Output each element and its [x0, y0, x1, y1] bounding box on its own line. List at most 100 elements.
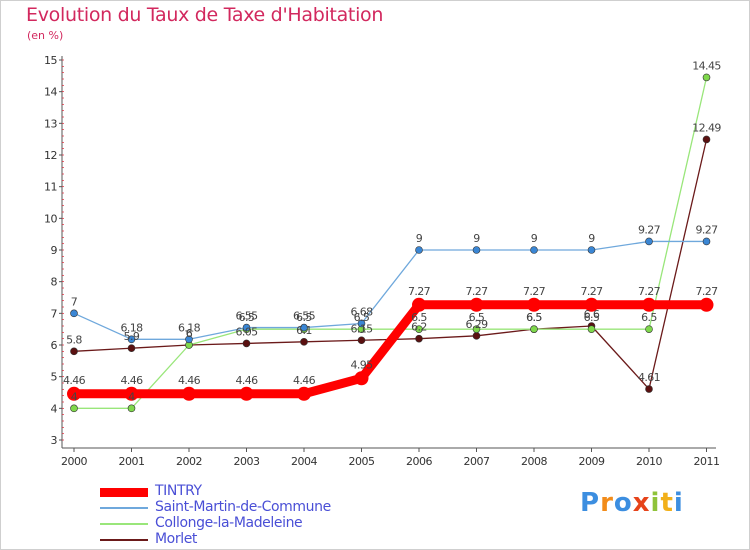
series-line-1 — [73, 240, 708, 340]
y-tick-label: 9 — [51, 244, 58, 257]
x-tick-label: 2000 — [61, 455, 87, 468]
y-tick-label: 3 — [51, 434, 58, 447]
data-label: 6.18 — [178, 321, 201, 334]
legend-label-saint-martin: Saint-Martin-de-Commune — [155, 499, 331, 515]
data-point — [642, 297, 656, 312]
x-tick-label: 2006 — [406, 455, 432, 468]
y-tick-label: 8 — [51, 276, 58, 289]
y-tick-label: 15 — [44, 54, 57, 67]
data-labels: 5.8 5.9 6 6.05 6.1 6.15 6.2 6.296.5 6.64.6112.49… — [63, 59, 722, 403]
y-tick-label: 4 — [51, 402, 58, 415]
data-point — [357, 319, 366, 328]
logo-letter: r — [600, 488, 614, 518]
logo-letter: i — [650, 488, 661, 518]
data-point — [702, 135, 711, 144]
x-tick-label: 2003 — [234, 455, 260, 468]
data-label: 6.15 — [350, 322, 373, 335]
data-label: 7 — [71, 295, 78, 308]
logo-letter: P — [580, 488, 601, 518]
data-label: 6.5 — [239, 311, 255, 324]
data-label: 4.46 — [63, 374, 86, 387]
x-tick-label: 2005 — [349, 455, 375, 468]
data-label: 6.5 — [354, 311, 370, 324]
legend-swatch-tintry — [100, 488, 148, 497]
legend-item-collonge: Collonge-la-Madeleine — [100, 515, 400, 532]
data-label: 4.46 — [293, 374, 316, 387]
legend-item-saint-martin: Saint-Martin-de-Commune — [100, 499, 400, 516]
data-point — [415, 334, 423, 343]
data-point — [699, 297, 714, 312]
data-label: 4.46 — [120, 374, 143, 387]
data-point — [472, 246, 481, 254]
legend-item-morlet: Morlet — [100, 531, 400, 548]
data-point — [70, 404, 78, 413]
data-label: 6.68 — [350, 305, 373, 318]
data-label: 9 — [588, 232, 595, 245]
data-label: 6.29 — [465, 318, 488, 331]
data-point — [70, 309, 78, 318]
data-point — [357, 336, 366, 345]
data-label: 6 — [186, 327, 193, 340]
data-point — [645, 325, 653, 333]
data-label: 6.5 — [526, 311, 542, 324]
y-tick-label: 10 — [44, 212, 57, 225]
data-label: 9.27 — [638, 223, 661, 236]
data-point — [124, 386, 139, 401]
data-label: 6.5 — [584, 311, 600, 324]
data-point — [702, 73, 711, 82]
data-label: 9.27 — [695, 223, 718, 236]
data-point — [702, 237, 711, 246]
data-label: 6.5 — [469, 311, 485, 324]
legend-item-tintry: TINTRY — [100, 483, 400, 500]
data-label: 9 — [473, 232, 480, 245]
data-point — [354, 371, 369, 386]
data-label: 5.9 — [124, 330, 140, 343]
data-label: 6.05 — [235, 325, 258, 338]
data-point — [300, 323, 308, 332]
data-label: 6.1 — [296, 324, 312, 337]
y-tick-label: 14 — [44, 86, 57, 99]
data-label: 14.45 — [692, 59, 721, 72]
data-label: 7.27 — [408, 285, 431, 298]
data-point — [527, 297, 541, 312]
x-tick-label: 2002 — [176, 455, 202, 468]
legend-label-tintry: TINTRY — [155, 483, 202, 499]
series-lines — [69, 76, 711, 409]
data-point — [242, 339, 251, 348]
data-point — [584, 297, 599, 312]
data-label: 6.55 — [293, 310, 316, 323]
data-label: 9 — [531, 232, 538, 245]
data-point — [469, 297, 484, 312]
series-line-0 — [69, 300, 711, 399]
data-point — [300, 338, 308, 346]
y-tick-label: 6 — [51, 339, 58, 352]
data-point — [472, 332, 481, 340]
data-point — [415, 325, 423, 333]
data-point — [239, 386, 254, 401]
data-label: 4.46 — [235, 374, 258, 387]
x-tick-label: 2007 — [464, 455, 490, 468]
data-point — [127, 344, 136, 352]
y-tick-label: 12 — [44, 149, 57, 162]
data-point — [185, 335, 193, 344]
legend-swatch-morlet — [100, 539, 148, 541]
x-tick-label: 2008 — [521, 455, 547, 468]
data-point — [182, 386, 196, 401]
y-tick-label: 7 — [51, 307, 58, 320]
data-label: 7.27 — [638, 285, 661, 298]
data-point — [587, 246, 596, 254]
data-label: 6.6 — [584, 308, 600, 321]
series-line-3 — [73, 138, 708, 390]
data-label: 4.95 — [350, 358, 373, 371]
x-tick-label: 2011 — [694, 455, 720, 468]
series-line-2 — [73, 76, 708, 409]
series-points — [67, 73, 714, 413]
x-tick-label: 2010 — [636, 455, 662, 468]
data-point — [127, 335, 136, 344]
legend-label-collonge: Collonge-la-Madeleine — [155, 515, 303, 531]
data-label: 7.27 — [465, 285, 488, 298]
x-tick-label: 2001 — [119, 455, 145, 468]
proxiti-logo: Proxiti — [580, 488, 684, 518]
data-label: 6.5 — [411, 311, 427, 324]
